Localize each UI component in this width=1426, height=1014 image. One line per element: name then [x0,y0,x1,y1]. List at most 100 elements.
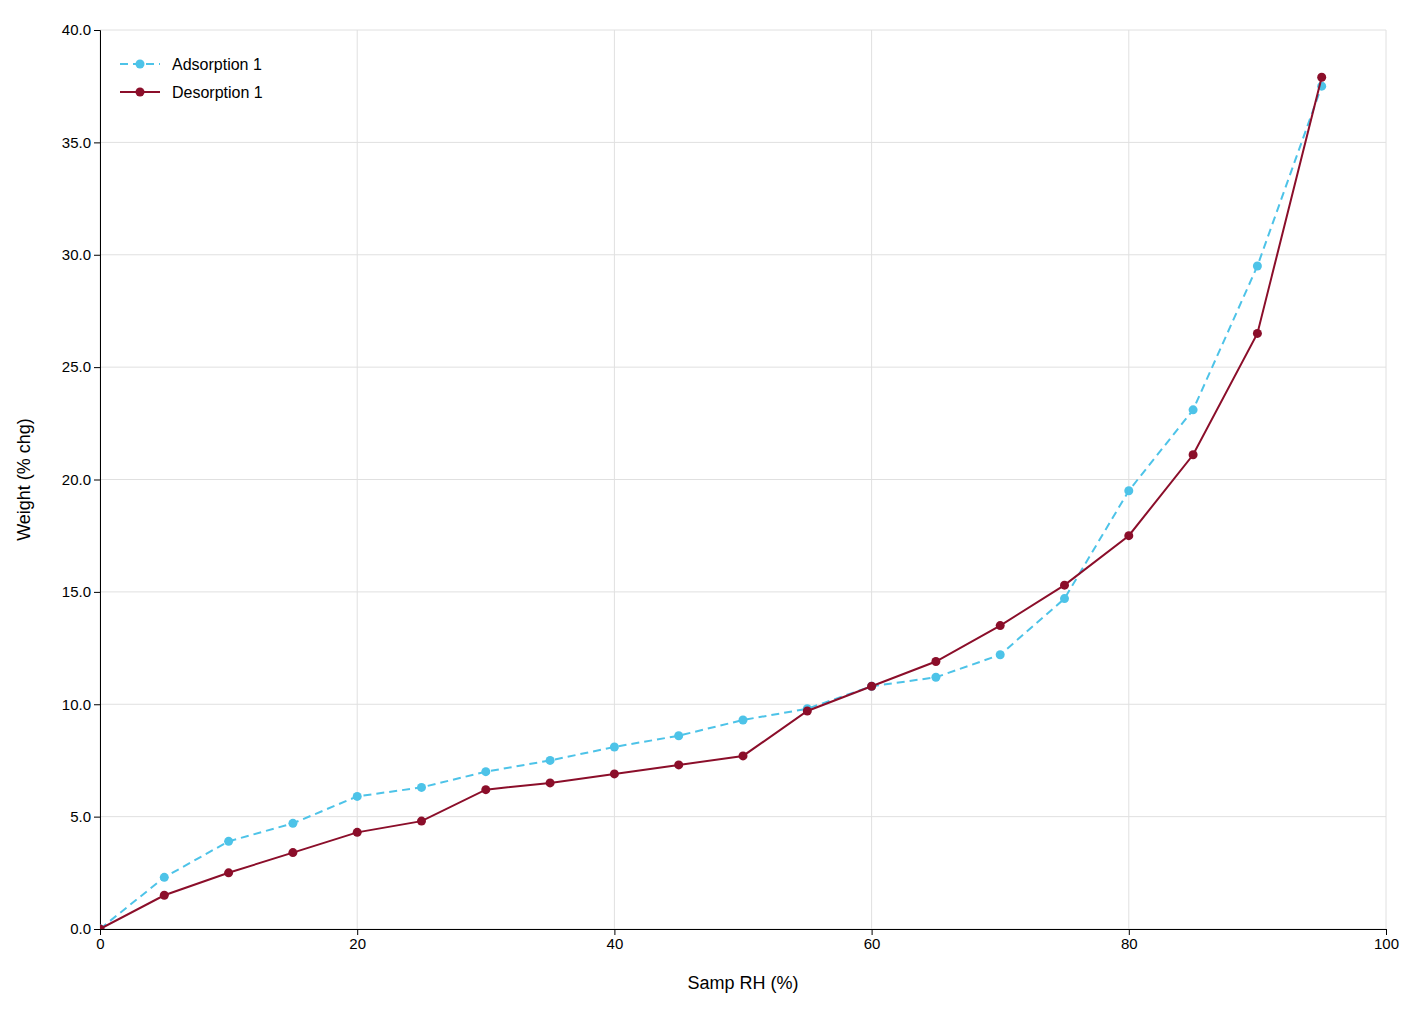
point [481,785,490,794]
legend: Adsorption 1 Desorption 1 [120,56,263,101]
marks [100,73,1326,929]
tick-mark [94,142,100,143]
point [160,891,169,900]
tick-mark [94,592,100,593]
tick-label: 40.0 [62,21,91,38]
point [288,819,297,828]
tick-label: 30.0 [62,246,91,263]
tick-label: 60 [864,935,881,952]
point [610,742,619,751]
tick: 60 [864,929,881,952]
chart: 0 20 40 60 80 100 0.0 5.0 10.0 15.0 20.0 25.0 30.0 35… [0,0,1426,1014]
legend-item: Desorption 1 [120,84,263,101]
grid-line [100,142,1386,143]
point [160,873,169,882]
x-axis: 0 20 40 60 80 100 [96,929,1399,952]
tick: 80 [1121,929,1138,952]
point [224,837,233,846]
tick-mark [94,367,100,368]
tick-label: 40 [607,935,624,952]
tick-label: 15.0 [62,583,91,600]
point [1189,405,1198,414]
tick-label: 80 [1121,935,1138,952]
point [1189,450,1198,459]
tick-mark [94,704,100,705]
plot: 0 20 40 60 80 100 0.0 5.0 10.0 15.0 20.0 25.0 30.0 35… [62,21,1399,951]
point [353,792,362,801]
line [100,86,1322,929]
tick: 0 [96,929,104,952]
tick-label: 0 [96,935,104,952]
tick-mark [94,30,100,31]
legend-marker [136,60,145,69]
point [674,731,683,740]
axis-line [101,930,1387,936]
tick: 0.0 [70,920,100,937]
grid-line [100,704,1386,705]
point [1253,261,1262,270]
series [100,73,1326,929]
tick: 5.0 [70,808,100,825]
series [100,82,1326,929]
legend-label: Desorption 1 [172,84,263,101]
point [546,778,555,787]
point [1124,531,1133,540]
tick-label: 100 [1374,935,1399,952]
point [353,828,362,837]
tick-label: 25.0 [62,358,91,375]
y-axis: 0.0 5.0 10.0 15.0 20.0 25.0 30.0 35.0 40.0 [62,21,101,937]
point [1124,486,1133,495]
tick-mark [94,255,100,256]
legend-label: Adsorption 1 [172,56,262,73]
axis-line [94,31,101,930]
point [1253,329,1262,338]
point [610,769,619,778]
tick-label: 10.0 [62,696,91,713]
tick: 15.0 [62,583,100,600]
point [803,706,812,715]
grid [100,30,1386,929]
tick-label: 20.0 [62,471,91,488]
point [417,817,426,826]
tick-mark [94,929,100,930]
grid-line [100,591,1386,592]
x-axis-title: Samp RH (%) [687,973,798,993]
point [288,848,297,857]
point [867,682,876,691]
point [996,650,1005,659]
y-axis-title: Weight (% chg) [14,418,34,541]
tick: 10.0 [62,696,100,713]
tick: 40 [607,929,624,952]
point [739,751,748,760]
grid-line [100,479,1386,480]
line [100,77,1322,929]
point [481,767,490,776]
point [674,760,683,769]
point [931,657,940,666]
point [100,925,105,930]
tick: 40.0 [62,21,100,38]
grid-line [100,367,1386,368]
legend-item: Adsorption 1 [120,56,262,73]
point [739,715,748,724]
point [100,925,105,930]
point [996,621,1005,630]
point [1317,73,1326,82]
tick-mark [94,817,100,818]
tick: 20 [349,929,366,952]
tick-label: 20 [349,935,366,952]
point [931,673,940,682]
tick: 35.0 [62,134,100,151]
point [224,868,233,877]
tick: 20.0 [62,471,100,488]
grid-line [100,816,1386,817]
legend-marker [136,88,145,97]
tick-label: 0.0 [70,920,91,937]
tick-label: 35.0 [62,134,91,151]
point [417,783,426,792]
grid-line [100,254,1386,255]
point [546,756,555,765]
point [867,682,876,691]
tick: 30.0 [62,246,100,263]
tick-mark [94,480,100,481]
